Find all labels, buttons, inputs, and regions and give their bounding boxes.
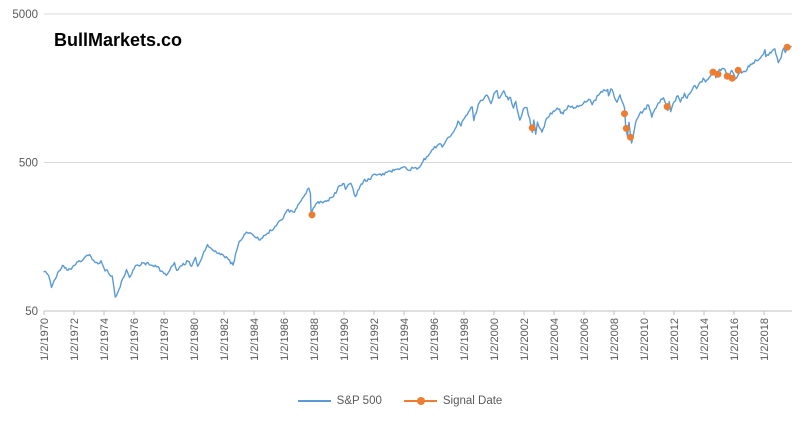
signal-date-marker bbox=[621, 110, 628, 118]
x-tick-label: 1/2/2010 bbox=[639, 318, 651, 361]
x-tick-label: 1/2/1998 bbox=[459, 318, 471, 361]
x-tick-label: 1/2/2008 bbox=[609, 318, 621, 361]
chart-title: BullMarkets.co bbox=[54, 30, 183, 50]
sp500-series-line bbox=[43, 45, 792, 298]
x-tick-label: 1/2/2006 bbox=[579, 318, 591, 361]
y-tick-label: 500 bbox=[19, 158, 38, 170]
x-tick-label: 1/2/1972 bbox=[69, 318, 81, 361]
legend-label-signal: Signal Date bbox=[442, 395, 503, 407]
x-tick-label: 1/2/1974 bbox=[99, 318, 111, 361]
x-tick-label: 1/2/1996 bbox=[429, 318, 441, 361]
signal-date-marker bbox=[734, 66, 742, 74]
y-tick-label: 50 bbox=[25, 306, 38, 318]
x-tick-label: 1/2/1976 bbox=[129, 318, 141, 361]
x-tick-label: 1/2/1992 bbox=[369, 318, 381, 361]
signal-date-marker bbox=[622, 124, 630, 132]
signal-date-marker bbox=[663, 103, 671, 111]
x-tick-label: 1/2/1988 bbox=[309, 318, 321, 361]
sp500-line-swatch bbox=[297, 397, 331, 405]
x-tick-label: 1/2/1984 bbox=[249, 318, 261, 361]
signal-marker-swatch bbox=[403, 397, 437, 405]
signal-date-marker bbox=[728, 74, 736, 82]
signal-date-marker bbox=[627, 133, 634, 141]
signal-date-marker bbox=[308, 211, 316, 219]
x-tick-label: 1/2/2018 bbox=[759, 318, 771, 361]
x-tick-label: 1/2/2014 bbox=[699, 318, 711, 361]
legend-label-sp500: S&P 500 bbox=[336, 395, 382, 407]
chart-legend: S&P 500 Signal Date bbox=[0, 391, 800, 411]
signal-dot-icon bbox=[416, 397, 425, 405]
x-tick-label: 1/2/2002 bbox=[519, 318, 531, 361]
x-tick-label: 1/2/1994 bbox=[399, 318, 411, 361]
x-tick-label: 1/2/1970 bbox=[39, 318, 51, 361]
x-tick-label: 1/2/2016 bbox=[729, 318, 741, 361]
legend-item-sp500: S&P 500 bbox=[297, 395, 382, 407]
signal-date-marker bbox=[783, 43, 791, 51]
y-tick-label: 5000 bbox=[12, 9, 38, 21]
x-tick-label: 1/2/1990 bbox=[339, 318, 351, 361]
x-tick-label: 1/2/1980 bbox=[189, 318, 201, 361]
legend-item-signal: Signal Date bbox=[403, 395, 503, 407]
x-tick-label: 1/2/1986 bbox=[279, 318, 291, 361]
x-tick-label: 1/2/1982 bbox=[219, 318, 231, 361]
signal-date-marker bbox=[528, 124, 536, 132]
x-tick-label: 1/2/2000 bbox=[489, 318, 501, 361]
x-tick-label: 1/2/2012 bbox=[669, 318, 681, 361]
x-tick-label: 1/2/2004 bbox=[549, 318, 561, 361]
signal-date-marker bbox=[714, 70, 722, 78]
x-tick-label: 1/2/1978 bbox=[159, 318, 171, 361]
